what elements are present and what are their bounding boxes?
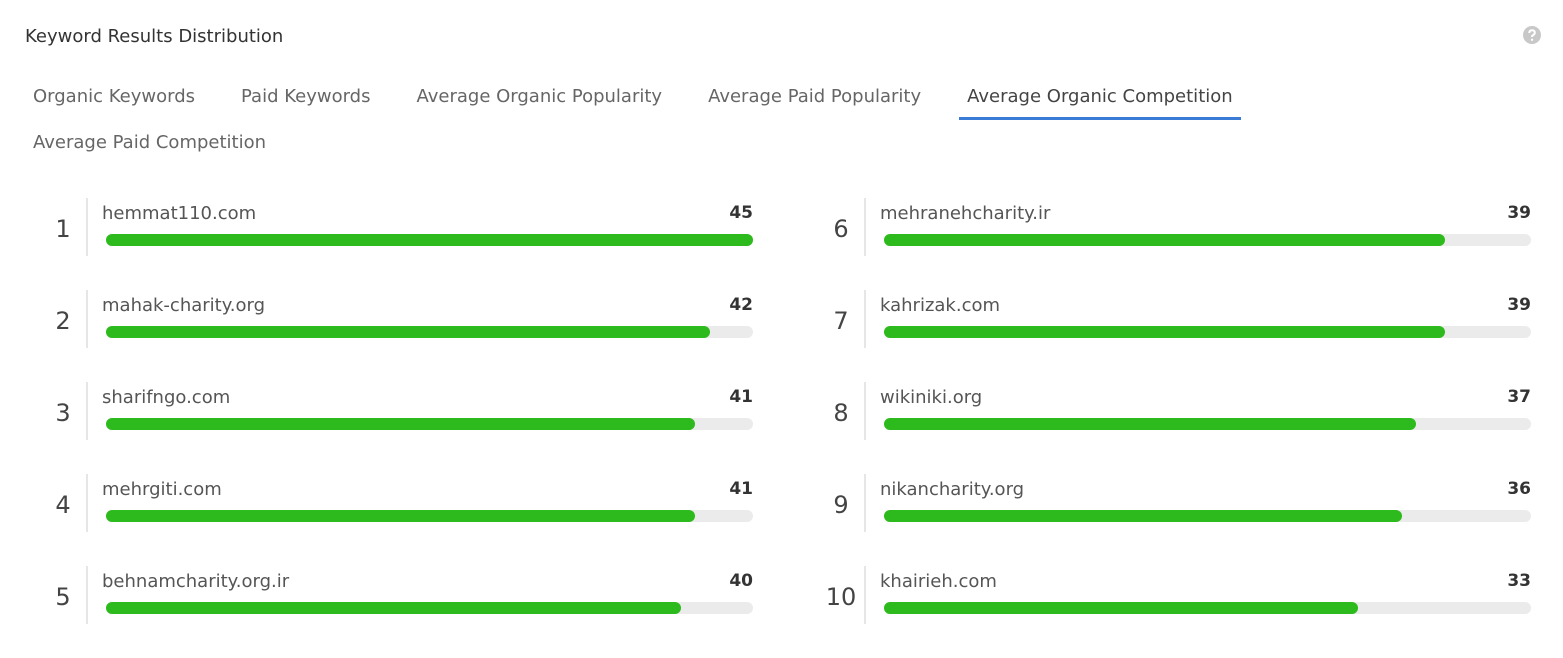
- result-header: sharifngo.com 41: [102, 382, 753, 412]
- result-item: 2 mahak-charity.org 42: [40, 290, 753, 348]
- result-header: mehranehcharity.ir 39: [880, 198, 1531, 228]
- tab-bar: Organic Keywords Paid Keywords Average Org…: [25, 82, 1345, 166]
- bar-track: [106, 510, 753, 522]
- bar-track: [106, 234, 753, 246]
- result-body: behnamcharity.org.ir 40: [86, 566, 753, 624]
- domain-label: mehrgiti.com: [102, 478, 222, 500]
- bar: [884, 234, 1445, 246]
- value-label: 42: [729, 295, 753, 315]
- bar-track: [106, 602, 753, 614]
- result-header: kahrizak.com 39: [880, 290, 1531, 320]
- result-item: 1 hemmat110.com 45: [40, 198, 753, 256]
- bar-track: [884, 418, 1531, 430]
- result-item: 9 nikancharity.org 36: [818, 474, 1531, 532]
- tab[interactable]: Organic Keywords: [33, 86, 195, 107]
- bar: [106, 234, 753, 246]
- result-header: wikiniki.org 37: [880, 382, 1531, 412]
- rank: 10: [825, 583, 857, 611]
- bar-track: [106, 326, 753, 338]
- value-label: 39: [1507, 295, 1531, 315]
- bar-track: [884, 326, 1531, 338]
- result-body: mehranehcharity.ir 39: [864, 198, 1531, 256]
- domain-label: khairieh.com: [880, 570, 997, 592]
- value-label: 33: [1507, 571, 1531, 591]
- value-label: 41: [729, 387, 753, 407]
- result-body: mahak-charity.org 42: [86, 290, 753, 348]
- result-body: kahrizak.com 39: [864, 290, 1531, 348]
- bar-track: [884, 234, 1531, 246]
- tab[interactable]: Paid Keywords: [241, 86, 371, 107]
- rank: 4: [55, 491, 71, 519]
- result-header: mehrgiti.com 41: [102, 474, 753, 504]
- domain-label: kahrizak.com: [880, 294, 1001, 316]
- domain-label: mahak-charity.org: [102, 294, 266, 316]
- rank: 2: [55, 307, 71, 335]
- result-item: 4 mehrgiti.com 41: [40, 474, 753, 532]
- domain-label: sharifngo.com: [102, 386, 231, 408]
- result-body: mehrgiti.com 41: [86, 474, 753, 532]
- result-header: behnamcharity.org.ir 40: [102, 566, 753, 596]
- result-header: mahak-charity.org 42: [102, 290, 753, 320]
- domain-label: hemmat110.com: [102, 202, 257, 224]
- rank: 6: [833, 215, 849, 243]
- domain-label: wikiniki.org: [880, 386, 983, 408]
- bar-track: [884, 602, 1531, 614]
- rank: 7: [833, 307, 849, 335]
- value-label: 36: [1507, 479, 1531, 499]
- bar: [106, 418, 696, 430]
- bar: [884, 326, 1445, 338]
- tab[interactable]: Average Organic Competition: [959, 82, 1241, 120]
- rank: 5: [55, 583, 71, 611]
- bar: [106, 326, 710, 338]
- bar-track: [884, 510, 1531, 522]
- help-icon[interactable]: [1523, 26, 1541, 44]
- bar: [106, 602, 682, 614]
- value-label: 40: [729, 571, 753, 591]
- tab[interactable]: Average Organic Popularity: [416, 86, 663, 107]
- result-header: nikancharity.org 36: [880, 474, 1531, 504]
- value-label: 37: [1507, 387, 1531, 407]
- value-label: 41: [729, 479, 753, 499]
- result-item: 10 khairieh.com 33: [818, 566, 1531, 624]
- result-header: hemmat110.com 45: [102, 198, 753, 228]
- result-item: 6 mehranehcharity.ir 39: [818, 198, 1531, 256]
- bar: [884, 510, 1402, 522]
- result-body: nikancharity.org 36: [864, 474, 1531, 532]
- result-body: khairieh.com 33: [864, 566, 1531, 624]
- result-body: wikiniki.org 37: [864, 382, 1531, 440]
- domain-label: behnamcharity.org.ir: [102, 570, 290, 592]
- tab[interactable]: Average Paid Competition: [33, 132, 267, 153]
- bar: [884, 418, 1416, 430]
- rank: 3: [55, 399, 71, 427]
- domain-label: nikancharity.org: [880, 478, 1025, 500]
- result-body: sharifngo.com 41: [86, 382, 753, 440]
- domain-label: mehranehcharity.ir: [880, 202, 1051, 224]
- result-header: khairieh.com 33: [880, 566, 1531, 596]
- results-list: 1 hemmat110.com 45 2 mahak-charity.org 42 3 sha…: [40, 198, 1531, 658]
- rank: 1: [55, 215, 71, 243]
- rank: 9: [833, 491, 849, 519]
- value-label: 45: [729, 203, 753, 223]
- value-label: 39: [1507, 203, 1531, 223]
- result-item: 3 sharifngo.com 41: [40, 382, 753, 440]
- result-item: 8 wikiniki.org 37: [818, 382, 1531, 440]
- tab[interactable]: Average Paid Popularity: [708, 86, 922, 107]
- result-item: 7 kahrizak.com 39: [818, 290, 1531, 348]
- bar-track: [106, 418, 753, 430]
- rank: 8: [833, 399, 849, 427]
- result-item: 5 behnamcharity.org.ir 40: [40, 566, 753, 624]
- result-body: hemmat110.com 45: [86, 198, 753, 256]
- widget-title: Keyword Results Distribution: [25, 26, 284, 47]
- bar: [106, 510, 696, 522]
- bar: [884, 602, 1359, 614]
